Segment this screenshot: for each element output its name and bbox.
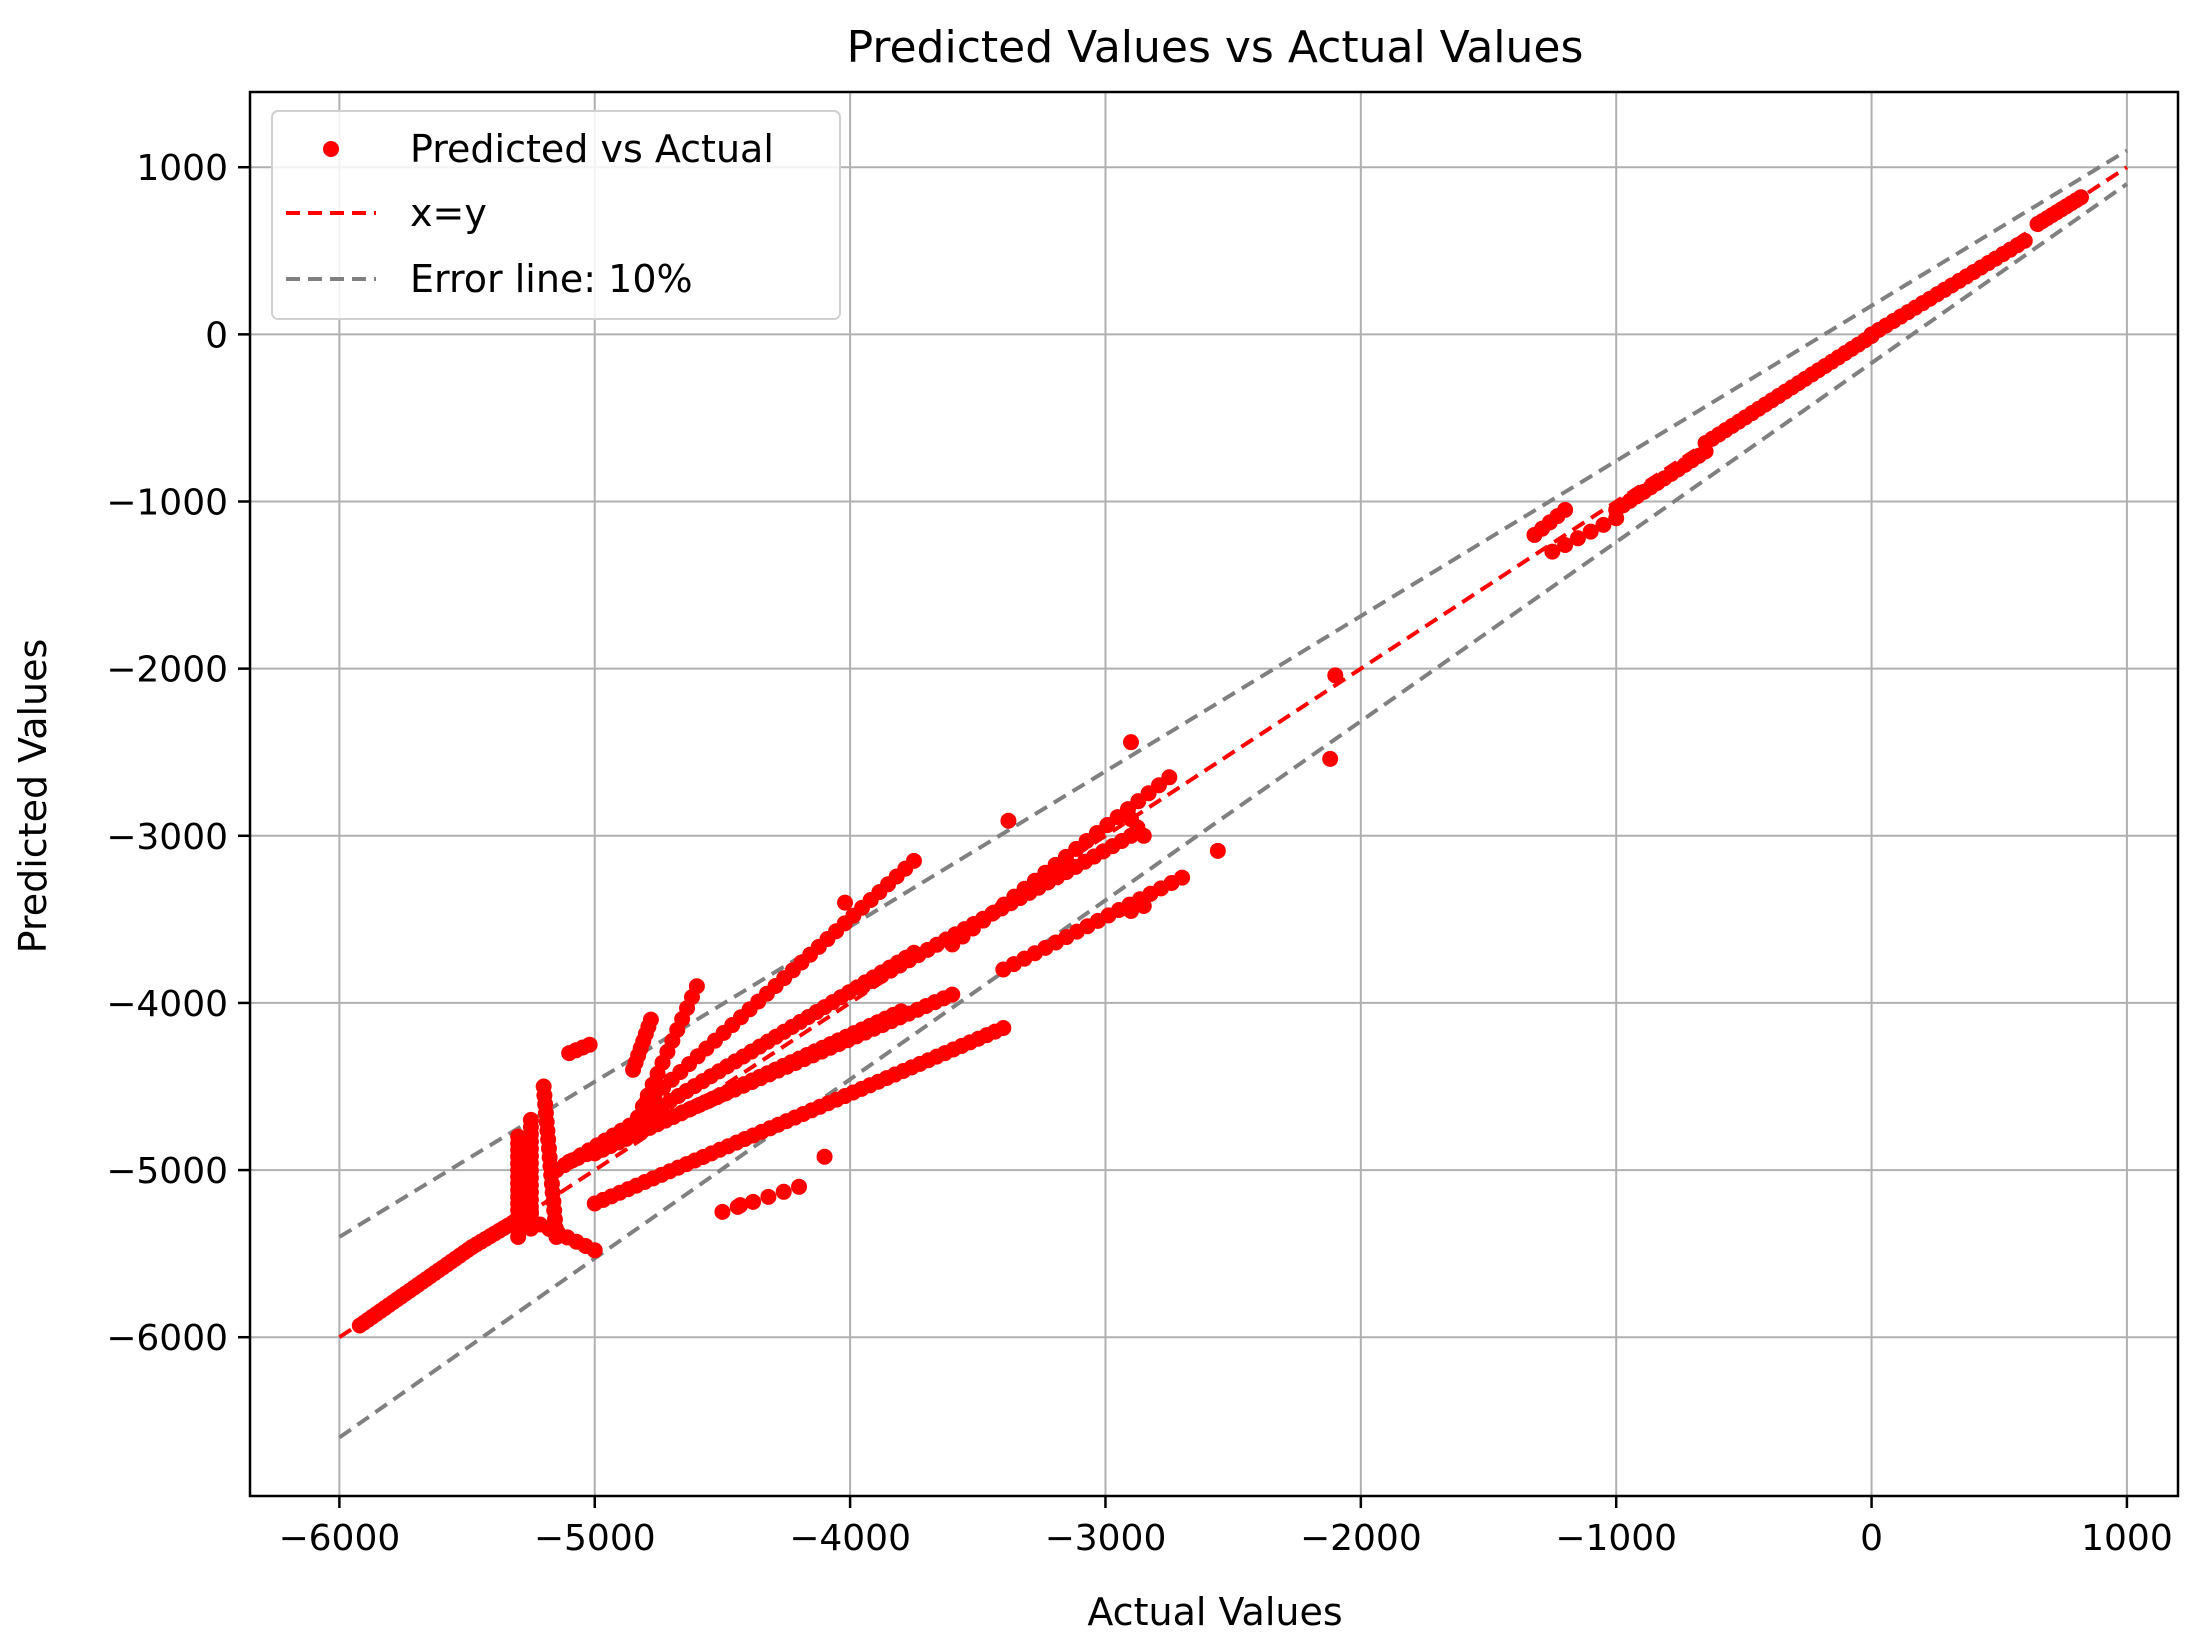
y-axis-label: Predicted Values <box>11 639 55 954</box>
y-axis-ticks: 1000 0 −1000 −2000 −3000 −4000 −5000 −6000 <box>106 148 250 1359</box>
x-tick-label: 0 <box>1860 1518 1883 1559</box>
x-tick-label: −2000 <box>1300 1518 1422 1559</box>
legend-label-predicted: Predicted vs Actual <box>410 127 774 171</box>
data-point <box>893 1003 910 1020</box>
x-axis-ticks: −6000 −5000 −4000 −3000 −2000 −1000 0 1000 <box>278 1496 2173 1559</box>
legend: Predicted vs Actual x=y Error line: 10% <box>271 110 841 320</box>
data-point <box>1123 903 1140 919</box>
data-point <box>775 1183 792 1200</box>
error-line <box>338 148 2128 1239</box>
data-point <box>2072 189 2089 206</box>
data-point <box>745 1193 762 1210</box>
legend-marker-predicted <box>323 141 339 157</box>
data-point <box>791 1178 808 1195</box>
x-tick-label: −4000 <box>789 1518 911 1559</box>
data-point <box>642 1011 659 1028</box>
data-point <box>1161 769 1178 786</box>
x-tick-label: 1000 <box>2081 1518 2173 1559</box>
y-tick-label: −2000 <box>106 650 228 691</box>
legend-label-error: Error line: 10% <box>410 257 693 301</box>
error-line <box>338 182 2129 1440</box>
chart-title: Predicted Values vs Actual Values <box>847 22 1584 73</box>
x-tick-label: −5000 <box>534 1518 656 1559</box>
data-point <box>836 894 853 911</box>
x-tick-label: −3000 <box>1045 1518 1167 1559</box>
data-point <box>1209 842 1226 859</box>
data-point <box>510 1228 527 1245</box>
plot-frame <box>248 90 2180 1498</box>
y-tick-label: 0 <box>205 315 228 356</box>
data-point <box>760 1188 777 1205</box>
data-point <box>586 1242 603 1259</box>
x-tick-label: −1000 <box>1555 1518 1677 1559</box>
scatter-points <box>351 189 2089 1334</box>
data-point <box>995 1020 1012 1036</box>
x-axis-label: Actual Values <box>1087 1590 1342 1634</box>
data-point <box>714 1203 731 1220</box>
y-tick-label: −3000 <box>106 817 228 858</box>
data-point <box>688 978 705 995</box>
y-tick-label: −6000 <box>106 1318 228 1359</box>
y-tick-label: −5000 <box>106 1151 228 1192</box>
data-point <box>1544 543 1561 560</box>
data-point <box>2016 232 2033 249</box>
data-point <box>1000 812 1017 829</box>
y-tick-label: −1000 <box>106 483 228 524</box>
legend-box <box>271 110 841 320</box>
data-point <box>1135 897 1152 914</box>
data-point <box>816 1148 833 1165</box>
data-point <box>1174 869 1191 886</box>
data-point <box>1595 516 1612 533</box>
data-point <box>1557 536 1574 553</box>
data-point <box>944 986 961 1003</box>
data-point <box>581 1036 598 1053</box>
grid <box>250 92 2178 1496</box>
data-point <box>1327 667 1344 684</box>
data-point <box>1123 734 1140 751</box>
y-tick-label: −4000 <box>106 984 228 1025</box>
x-tick-label: −6000 <box>278 1518 400 1559</box>
data-point <box>1582 523 1599 540</box>
data-point <box>905 852 922 869</box>
legend-label-xy: x=y <box>410 191 487 235</box>
data-point <box>732 1197 749 1214</box>
y-tick-label: 1000 <box>136 148 228 189</box>
data-point <box>1569 530 1586 547</box>
data-point <box>1557 501 1574 518</box>
data-point <box>1322 750 1339 767</box>
data-point <box>1135 827 1152 844</box>
